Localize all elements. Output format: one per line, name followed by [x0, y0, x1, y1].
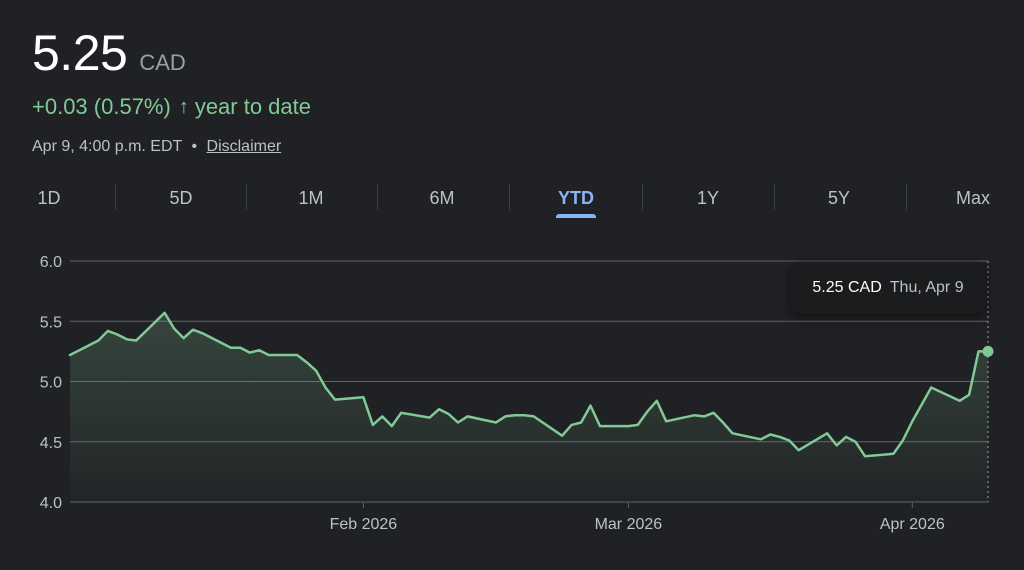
- y-tick-label: 5.0: [40, 375, 62, 392]
- hover-point: [982, 345, 994, 357]
- x-tick-label: Feb 2026: [330, 516, 398, 533]
- tab-divider: [115, 184, 116, 210]
- tab-1d[interactable]: 1D: [37, 187, 61, 208]
- active-tab-indicator: [556, 214, 596, 218]
- current-price: 5.25: [32, 25, 128, 81]
- tab-max[interactable]: Max: [955, 187, 990, 208]
- tab-divider: [906, 184, 907, 210]
- series-line: [68, 311, 990, 458]
- quote-timestamp: Apr 9, 4:00 p.m. EDT: [32, 138, 182, 155]
- tab-6m[interactable]: 6M: [429, 187, 455, 208]
- tooltip-date: Thu, Apr 9: [889, 279, 964, 296]
- range-tabs: 1D 5D 1M 6M YTD 1Y 5Y Max: [0, 178, 1024, 222]
- tab-5y[interactable]: 5Y: [827, 187, 851, 208]
- meta-separator: •: [191, 138, 198, 155]
- tab-1y[interactable]: 1Y: [696, 187, 720, 208]
- tab-divider: [246, 184, 247, 210]
- tab-divider: [509, 184, 510, 210]
- y-tick-label: 5.5: [40, 314, 62, 331]
- y-tick-label: 4.0: [40, 495, 62, 512]
- tab-ytd[interactable]: YTD: [558, 187, 594, 208]
- change-period: year to date: [194, 94, 311, 119]
- tab-divider: [642, 184, 643, 210]
- disclaimer-link[interactable]: Disclaimer: [206, 138, 282, 155]
- change-value: +0.03 (0.57%): [32, 94, 171, 119]
- x-tick-label: Apr 2026: [880, 516, 945, 533]
- price-header: 5.25 CAD: [32, 24, 186, 82]
- tooltip-value: 5.25 CAD: [812, 279, 882, 296]
- y-tick-label: 6.0: [40, 254, 62, 271]
- arrow-up-icon: ↑: [178, 95, 189, 118]
- y-tick-label: 4.5: [40, 435, 62, 452]
- series-area: [70, 312, 988, 502]
- tab-divider: [377, 184, 378, 210]
- currency-label: CAD: [139, 50, 186, 75]
- price-change: +0.03 (0.57%) ↑ year to date: [32, 94, 311, 120]
- chart-tooltip: 5.25 CAD Thu, Apr 9: [790, 262, 986, 314]
- tab-5d[interactable]: 5D: [169, 187, 193, 208]
- quote-meta: Apr 9, 4:00 p.m. EDT • Disclaimer: [32, 138, 281, 156]
- tab-divider: [774, 184, 775, 210]
- x-tick-label: Mar 2026: [595, 516, 663, 533]
- tab-1m[interactable]: 1M: [298, 187, 324, 208]
